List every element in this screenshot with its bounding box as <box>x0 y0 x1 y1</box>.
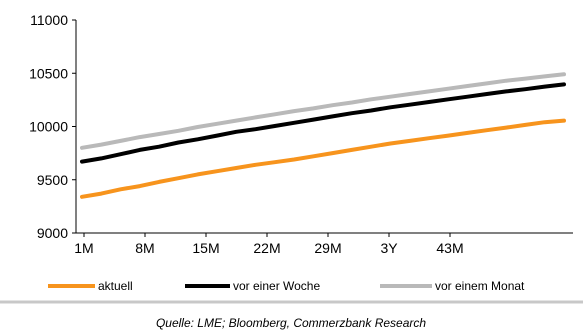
series-line-aktuell <box>80 118 566 199</box>
legend-label: vor einem Monat <box>435 279 525 293</box>
legend: aktuell vor einer Woche vor einem Monat <box>48 279 525 293</box>
legend-label: aktuell <box>98 279 133 293</box>
y-tick-label: 10000 <box>29 119 68 135</box>
x-tick-label: 22M <box>253 240 280 256</box>
x-tick-label: 3Y <box>380 240 398 256</box>
source-note: Quelle: LME; Bloomberg, Commerzbank Rese… <box>156 316 426 330</box>
x-tick-label: 43M <box>436 240 463 256</box>
x-tick-label: 1M <box>74 240 93 256</box>
y-tick-label: 9000 <box>37 225 68 241</box>
series-line-vor-einem-monat <box>80 72 566 150</box>
x-tick-label: 29M <box>314 240 341 256</box>
x-tick-label: 15M <box>192 240 219 256</box>
y-tick-label: 10500 <box>29 65 68 81</box>
y-tick-label: 11000 <box>30 12 68 28</box>
y-tick-label: 9500 <box>37 172 68 188</box>
series-line-vor-einer-woche <box>80 82 566 164</box>
series-layer <box>80 72 566 199</box>
axes: 9000 9500 10000 10500 11000 1M 8M 15M 22M 29M 3Y 43… <box>29 12 573 256</box>
legend-label: vor einer Woche <box>233 279 320 293</box>
x-tick-label: 8M <box>135 240 154 256</box>
